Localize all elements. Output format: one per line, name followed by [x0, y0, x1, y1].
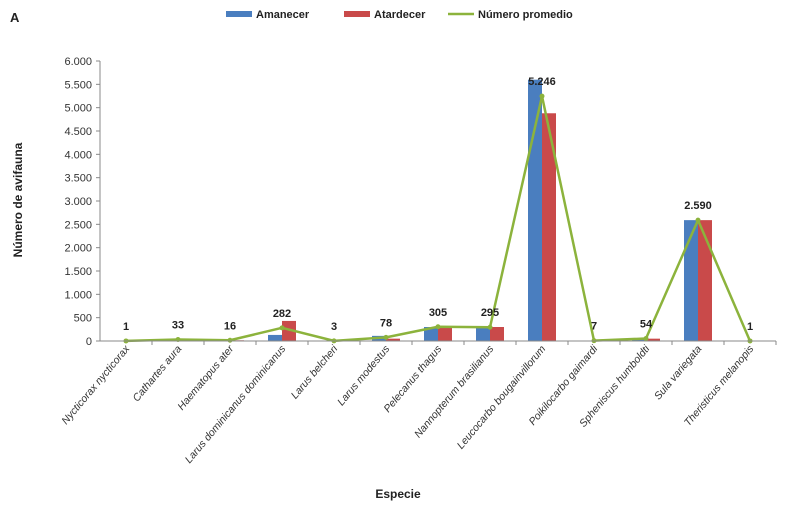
- y-tick-label: 2.500: [64, 219, 92, 231]
- x-tick-label: Cathartes aura: [130, 343, 184, 404]
- bar-atardecer: [698, 220, 712, 341]
- legend-swatch-atardecer: [344, 11, 370, 17]
- legend: Amanecer Atardecer Número promedio: [226, 9, 573, 21]
- x-tick-label: Larus modestus: [335, 343, 393, 409]
- data-label: 16: [224, 320, 236, 332]
- bar-amanecer: [476, 327, 490, 341]
- data-label: 1: [747, 321, 753, 333]
- data-label: 1: [123, 321, 129, 333]
- data-label: 3: [331, 321, 337, 333]
- x-tick-label: Larus belcheri: [289, 343, 341, 402]
- bar-atardecer: [438, 326, 452, 341]
- data-label: 78: [380, 317, 392, 329]
- legend-label-amanecer: Amanecer: [256, 9, 310, 21]
- x-axis-title: Especie: [375, 487, 421, 501]
- average-point: [279, 325, 285, 331]
- legend-label-promedio: Número promedio: [478, 9, 573, 21]
- y-axis-title: Número de avifauna: [11, 142, 25, 257]
- bar-amanecer: [268, 334, 282, 341]
- x-tick-label: Haematopus ater: [175, 343, 236, 413]
- average-point: [643, 335, 649, 341]
- bar-atardecer: [646, 338, 660, 341]
- y-tick-label: 2.000: [64, 243, 92, 255]
- y-tick-label: 4.000: [64, 149, 92, 161]
- y-axis: 0 500 1.000 1.500 2.000 2.500 3.000 3.500 4.000 4…: [64, 56, 101, 348]
- bars: [112, 79, 764, 342]
- y-tick-label: 3.500: [64, 173, 92, 185]
- bar-amanecer: [684, 220, 698, 341]
- data-label: 2.590: [684, 200, 712, 212]
- data-label: 5.246: [528, 76, 556, 88]
- average-point: [487, 324, 493, 330]
- average-point: [383, 334, 389, 340]
- data-label: 33: [172, 319, 184, 331]
- y-tick-label: 5.000: [64, 103, 92, 115]
- data-label: 7: [591, 321, 597, 333]
- y-tick-label: 3.000: [64, 196, 92, 208]
- average-point: [695, 217, 701, 223]
- data-label: 305: [429, 307, 447, 319]
- x-tick-label: Sula variegata: [652, 343, 704, 402]
- x-tick-label: Leucocarbo bougainvillorum: [455, 343, 549, 452]
- y-tick-label: 5.500: [64, 79, 92, 91]
- data-label: 54: [640, 318, 653, 330]
- x-tick-label: Larus dominicanus dominicanus: [183, 343, 289, 466]
- average-point: [539, 93, 545, 99]
- bar-atardecer: [386, 338, 400, 341]
- data-label: 282: [273, 308, 291, 320]
- data-label: 295: [481, 307, 499, 319]
- bar-amanecer: [424, 327, 438, 341]
- x-tick-label: Nycticorax nycticorax: [59, 343, 132, 427]
- average-point: [435, 324, 441, 330]
- legend-swatch-amanecer: [226, 11, 252, 17]
- y-tick-label: 500: [74, 313, 92, 325]
- average-line-path: [125, 94, 752, 343]
- bar-atardecer: [542, 113, 556, 342]
- bar-atardecer: [490, 327, 504, 341]
- y-tick-label: 1.500: [64, 266, 92, 278]
- bar-atardecer: [282, 320, 296, 341]
- data-labels: 1 33 16 282 3 78 305 295 5.246 7 54 2.590 1: [123, 76, 753, 333]
- bar-amanecer: [528, 79, 542, 342]
- y-tick-label: 4.500: [64, 126, 92, 138]
- y-tick-label: 0: [86, 336, 92, 348]
- panel-label: A: [10, 10, 20, 25]
- legend-label-atardecer: Atardecer: [374, 9, 426, 21]
- y-tick-label: 6.000: [64, 56, 92, 68]
- y-tick-label: 1.000: [64, 289, 92, 301]
- average-point: [227, 337, 233, 343]
